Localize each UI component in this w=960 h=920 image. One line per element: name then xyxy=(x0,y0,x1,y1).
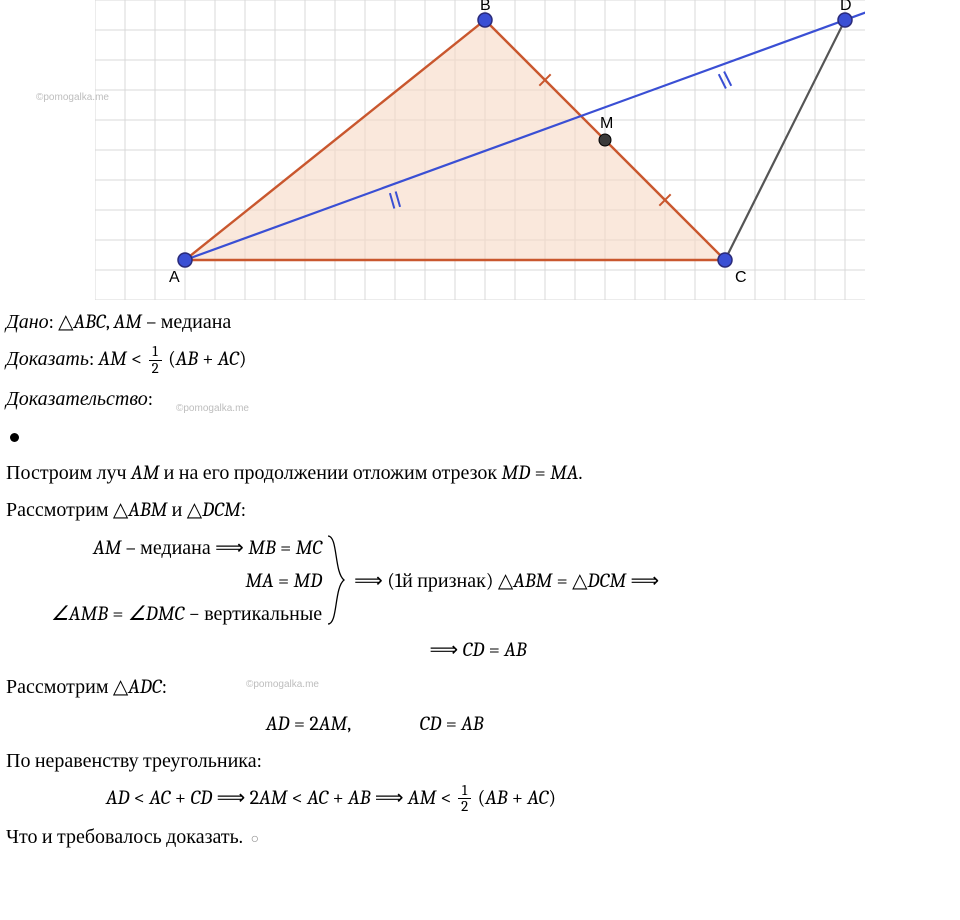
bullet-icon xyxy=(10,433,19,442)
proof-label: Доказательство xyxy=(6,387,148,410)
proof-text: Дано: △ABC, AM – медиана Доказать: AM < … xyxy=(0,306,960,852)
prove-line: Доказать: AM < 1 2 (AB + AC) xyxy=(6,343,950,377)
qed-line: Что и требовалось доказать. ○ xyxy=(6,821,950,852)
proof-label-line: Доказательство: ©pomogalka.me xyxy=(6,383,950,414)
geometry-diagram: A B C D M xyxy=(95,0,865,300)
consider-adc: Рассмотрим △ADC: ©pomogalka.me xyxy=(6,671,950,702)
given-label: Дано xyxy=(6,310,49,333)
watermark-2: ©pomogalka.me xyxy=(176,401,249,417)
diagram-container: ©pomogalka.me A B C D M xyxy=(0,0,960,300)
svg-text:C: C xyxy=(735,269,747,286)
step-ray: Построим луч AM и на его продолжении отл… xyxy=(6,457,950,488)
svg-text:D: D xyxy=(840,0,852,14)
am: AM xyxy=(114,310,142,333)
tri-symbol: △ xyxy=(58,310,73,333)
watermark-1: ©pomogalka.me xyxy=(36,92,109,103)
right-brace-icon xyxy=(326,532,346,628)
inequality-label: По неравенству треугольника: xyxy=(6,745,950,776)
premises: AM – медиана ⟹ MB = MC MA = MD ∠AMB = ∠D… xyxy=(51,531,322,630)
given-line: Дано: △ABC, AM – медиана xyxy=(6,306,950,337)
abc: ABC xyxy=(74,310,106,333)
consider-abm-dcm: Рассмотрим △ABM и △DCM: xyxy=(6,494,950,525)
frac-half-2: 1 2 xyxy=(458,783,471,816)
conclusion-1: ⟹ (1й признак) △ABM = △DCM ⟹ xyxy=(354,568,659,593)
svg-text:M: M xyxy=(600,115,613,132)
svg-text:A: A xyxy=(169,269,180,286)
frac-half: 1 2 xyxy=(149,344,162,377)
bullet-line xyxy=(6,420,950,451)
final-inequality: AD < AC + CD ⟹ 2AM < AC + AB ⟹ AM < 1 2 … xyxy=(6,782,950,816)
svg-text:B: B xyxy=(480,0,491,14)
ad-cd-row: AD = 2AM, CD = AB xyxy=(6,708,950,739)
prove-label: Доказать xyxy=(6,347,89,370)
premise-group: AM – медиана ⟹ MB = MC MA = MD ∠AMB = ∠D… xyxy=(51,531,950,630)
cd-eq-ab: ⟹ CD = AB xyxy=(6,634,950,665)
watermark-3: ©pomogalka.me xyxy=(246,677,319,693)
qed-icon: ○ xyxy=(251,828,259,850)
